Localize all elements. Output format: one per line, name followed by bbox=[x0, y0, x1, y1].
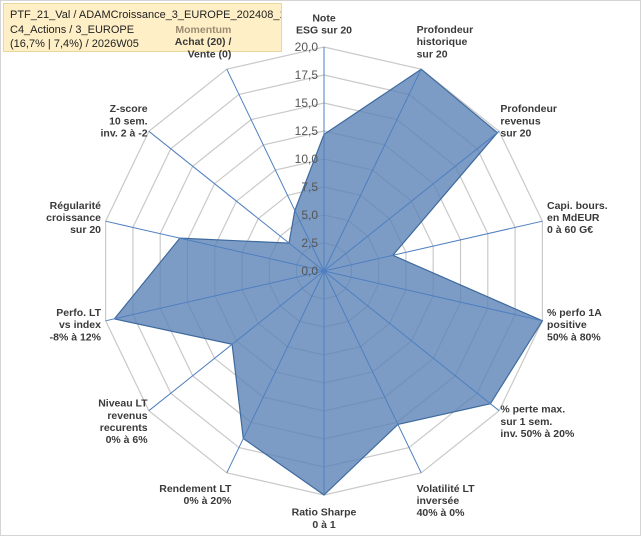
tick-label: 12,5 bbox=[295, 124, 319, 138]
axis-label-line: Vente (0) bbox=[188, 48, 232, 60]
axis-label-line: sur 20 bbox=[417, 48, 448, 60]
radar-spokes bbox=[105, 47, 543, 495]
tick-label: 20,0 bbox=[295, 40, 319, 54]
axis-label-line: revenus bbox=[500, 115, 540, 127]
axis-label-line: Rendement LT bbox=[159, 483, 232, 495]
axis-label-line: 0 à 1 bbox=[312, 519, 336, 531]
axis-spoke bbox=[226, 270, 325, 474]
radar-series bbox=[113, 68, 544, 496]
axis-label-line: recurents bbox=[100, 422, 148, 434]
axis-spoke bbox=[323, 220, 543, 272]
axis-label: % perfo 1A positive 50% à 80% bbox=[547, 307, 602, 343]
radar-axis-labels: Note ESG sur 20 Profondeur historique sur 20… bbox=[46, 12, 608, 531]
data-area bbox=[113, 68, 544, 496]
axis-label-line: Profondeur bbox=[500, 103, 557, 115]
axis-label-line: inv. 2 à -2 bbox=[101, 128, 148, 140]
axis-spoke bbox=[323, 270, 543, 322]
axis-spoke bbox=[226, 68, 325, 272]
tick-label: 0,0 bbox=[301, 264, 318, 278]
axis-label-line: Achat (20) / bbox=[175, 36, 232, 48]
tick-label: 7,5 bbox=[301, 180, 318, 194]
axis-label-line: revenus bbox=[107, 410, 147, 422]
tick-label: 15,0 bbox=[295, 96, 319, 110]
chart-title-box: PTF_21_Val / ADAMCroissance_3_EUROPE_202… bbox=[3, 3, 282, 52]
axis-label: Volatilité LT inversée 40% à 0% bbox=[417, 483, 476, 519]
axis-label: Rendement LT 0% à 20% bbox=[159, 483, 232, 507]
tick-label: 5,0 bbox=[301, 208, 318, 222]
axis-label-line: Volatilité LT bbox=[417, 483, 476, 495]
axis-label: Profondeur revenus sur 20 bbox=[500, 103, 557, 139]
axis-label-line: Régularité bbox=[50, 200, 102, 212]
axis-label-line: Perfo. LT bbox=[56, 307, 101, 319]
axis-label-line: Ratio Sharpe bbox=[292, 507, 357, 519]
axis-label-line: sur 20 bbox=[500, 128, 531, 140]
axis-spoke bbox=[105, 270, 325, 322]
axis-label-line: croissance bbox=[46, 212, 101, 224]
axis-label: Régularité croissance sur 20 bbox=[46, 200, 101, 236]
title-line: C4_Actions / 3_EUROPE bbox=[10, 23, 135, 36]
axis-label-line: ESG sur 20 bbox=[296, 25, 352, 37]
axis-spoke bbox=[323, 130, 500, 272]
axis-label: Note ESG sur 20 bbox=[296, 12, 352, 36]
axis-label-line: vs index bbox=[59, 319, 101, 331]
axis-label-line: sur 1 sem. bbox=[500, 416, 552, 428]
axis-spoke bbox=[323, 270, 500, 412]
axis-label: Momentum Achat (20) / Vente (0) bbox=[175, 24, 232, 60]
axis-label-line: 10 sem. bbox=[109, 115, 148, 127]
axis-spoke bbox=[323, 270, 422, 474]
tick-label: 2,5 bbox=[301, 236, 318, 250]
axis-label-line: en MdEUR bbox=[547, 212, 600, 224]
axis-spoke bbox=[148, 270, 325, 412]
axis-label-line: 0 à 60 G€ bbox=[547, 224, 593, 236]
axis-label-line: Niveau LT bbox=[98, 398, 148, 410]
axis-label: Profondeur historique sur 20 bbox=[417, 24, 474, 60]
axis-spoke bbox=[148, 130, 325, 272]
axis-label: Perfo. LT vs index -8% à 12% bbox=[50, 307, 102, 343]
axis-label-line: Profondeur bbox=[417, 24, 474, 36]
axis-spoke bbox=[323, 68, 422, 272]
axis-label: Capi. bours. en MdEUR 0 à 60 G€ bbox=[547, 200, 608, 236]
title-line: (16,7% | 7,4%) / 2026W05 bbox=[10, 38, 139, 50]
axis-label-line: inv. 50% à 20% bbox=[500, 428, 575, 440]
axis-label-line: 0% à 20% bbox=[184, 495, 233, 507]
axis-label-line: -8% à 12% bbox=[50, 331, 102, 343]
axis-label-line: 50% à 80% bbox=[547, 331, 601, 343]
tick-label: 10,0 bbox=[295, 152, 319, 166]
radar-tick-labels: 0,0 2,5 5,0 7,5 10,0 12,5 15,0 17,5 20,0 bbox=[295, 40, 319, 278]
axis-label-line: Z-score bbox=[110, 103, 148, 115]
tick-label: 17,5 bbox=[295, 68, 319, 82]
axis-label-line: Momentum bbox=[175, 24, 231, 36]
axis-label-line: % perte max. bbox=[500, 404, 565, 416]
axis-label-line: Note bbox=[312, 12, 335, 24]
axis-label-line: 0% à 6% bbox=[106, 434, 149, 446]
title-line: PTF_21_Val / ADAMCroissance_3_EUROPE_202… bbox=[10, 9, 281, 21]
axis-label: Niveau LT revenus recurents 0% à 6% bbox=[98, 398, 148, 447]
axis-label-line: Capi. bours. bbox=[547, 200, 608, 212]
axis-label-line: positive bbox=[547, 319, 587, 331]
axis-label-line: sur 20 bbox=[70, 224, 101, 236]
axis-label: Z-score 10 sem. inv. 2 à -2 bbox=[101, 103, 148, 139]
axis-label-line: inversée bbox=[417, 495, 460, 507]
axis-label: % perte max. sur 1 sem. inv. 50% à 20% bbox=[500, 404, 575, 440]
axis-label-line: historique bbox=[417, 36, 468, 48]
axis-label-line: 40% à 0% bbox=[417, 507, 466, 519]
axis-label-line: % perfo 1A bbox=[547, 307, 602, 319]
axis-spoke bbox=[105, 220, 325, 272]
axis-label: Ratio Sharpe 0 à 1 bbox=[292, 507, 357, 531]
